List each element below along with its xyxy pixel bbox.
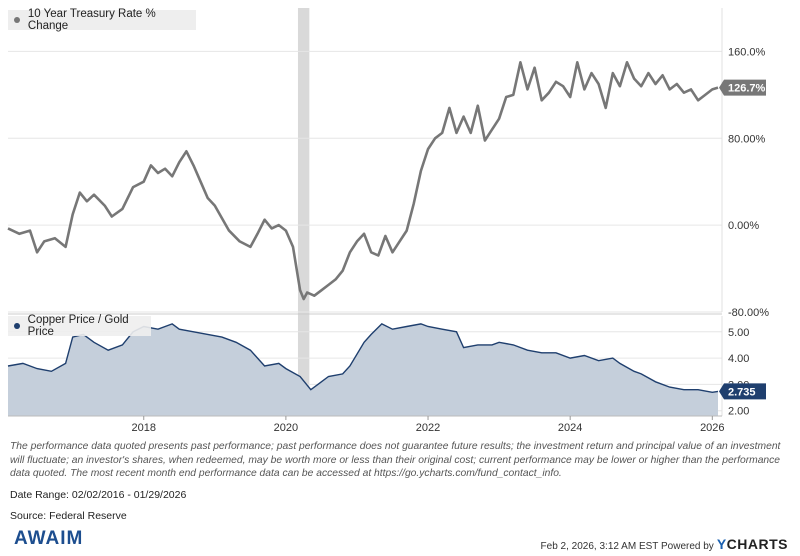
legend-dot-treasury bbox=[14, 17, 20, 23]
y-tick-label-treasury: 160.0% bbox=[728, 46, 766, 58]
treasury-series-line bbox=[7, 61, 719, 301]
y-tick-label-copper-gold: 4.00 bbox=[728, 353, 749, 365]
copper-gold-series-line bbox=[7, 323, 719, 394]
last-value-flag-copper-gold bbox=[719, 383, 766, 400]
legend-treasury: 10 Year Treasury Rate % Change bbox=[8, 8, 196, 32]
recession-shading bbox=[297, 8, 310, 416]
footer-timestamp: Feb 2, 2026, 3:12 AM EST Powered by bbox=[540, 541, 714, 552]
legend-copper-gold: Copper Price / Gold Price bbox=[8, 314, 151, 338]
ycharts-logo: YCHARTS bbox=[717, 536, 788, 552]
disclaimer-text: The performance data quoted presents pas… bbox=[10, 441, 781, 480]
x-tick-label: 2024 bbox=[558, 422, 582, 434]
ycharts-logo-rest: CHARTS bbox=[726, 536, 788, 552]
last-value-label-copper-gold: 2.735 bbox=[728, 386, 756, 398]
y-tick-label-treasury: 0.00% bbox=[728, 220, 759, 232]
y-tick-label-copper-gold: 5.00 bbox=[728, 327, 749, 339]
legend-dot-copper-gold bbox=[14, 323, 20, 329]
last-value-label-treasury: 126.7% bbox=[728, 83, 766, 95]
legend-label-copper-gold: Copper Price / Gold Price bbox=[27, 314, 129, 338]
y-tick-label-treasury: -80.00% bbox=[728, 307, 769, 319]
x-tick-label: 2020 bbox=[274, 422, 298, 434]
source-label: Source: Federal Reserve bbox=[10, 510, 127, 522]
y-tick-label-treasury: 80.00% bbox=[728, 133, 766, 145]
copper-gold-area-fill bbox=[8, 323, 718, 416]
last-value-flag-treasury bbox=[719, 79, 766, 96]
x-tick-label: 2022 bbox=[416, 422, 440, 434]
footer-powered-by: Feb 2, 2026, 3:12 AM EST Powered by YCHA… bbox=[541, 536, 788, 552]
x-tick-label: 2018 bbox=[132, 422, 156, 434]
awaim-logo: AWAIM bbox=[14, 528, 84, 549]
date-range: Date Range: 02/02/2016 - 01/29/2026 bbox=[10, 489, 187, 501]
legend-label-treasury: 10 Year Treasury Rate % Change bbox=[27, 8, 156, 32]
x-tick-label: 2026 bbox=[700, 422, 724, 434]
y-tick-label-copper-gold: 2.00 bbox=[728, 406, 749, 418]
chart-area: -80.00%0.00%80.00%160.0%126.7%2.003.004.… bbox=[7, 8, 769, 434]
ycharts-logo-y: Y bbox=[716, 536, 727, 552]
